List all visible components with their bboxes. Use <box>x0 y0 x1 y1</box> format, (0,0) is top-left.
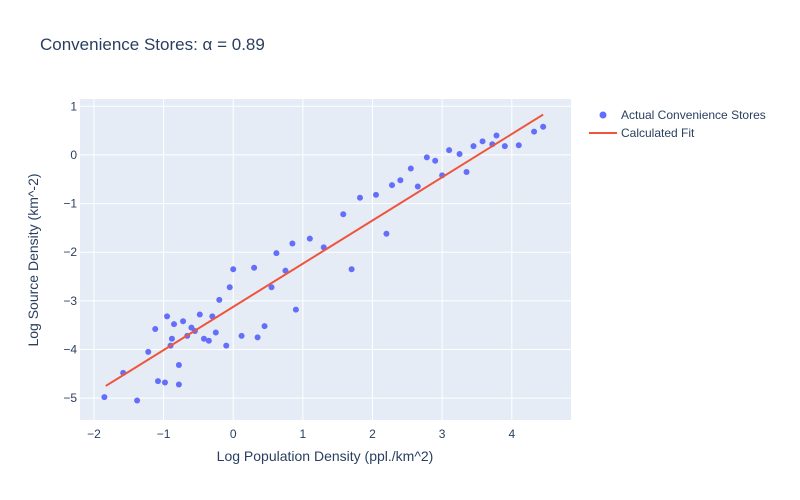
scatter-point <box>389 182 396 189</box>
scatter-point <box>356 194 363 201</box>
x-tick-label: 3 <box>439 427 446 441</box>
y-tick-label: 0 <box>70 148 77 162</box>
scatter-point <box>340 211 347 218</box>
scatter-point <box>238 332 245 339</box>
scatter-point <box>251 264 258 271</box>
scatter-point <box>397 177 404 184</box>
scatter-point <box>226 284 233 291</box>
scatter-point <box>196 311 203 318</box>
scatter-point <box>155 378 162 385</box>
scatter-point <box>463 168 470 175</box>
y-tick-label: 1 <box>70 99 77 113</box>
scatter-point <box>145 348 152 355</box>
scatter-point <box>407 165 414 172</box>
scatter-point <box>175 362 182 369</box>
scatter-point <box>540 123 547 130</box>
scatter-point <box>261 323 268 330</box>
scatter-point <box>306 235 313 242</box>
scatter-point <box>493 132 500 139</box>
scatter-point <box>161 379 168 386</box>
legend-item-actual[interactable]: Actual Convenience Stores <box>599 108 766 122</box>
y-tick-label: −3 <box>63 294 77 308</box>
scatter-point <box>470 143 477 150</box>
scatter-point <box>101 394 108 401</box>
scatter-point <box>456 150 463 157</box>
scatter-point <box>152 326 159 333</box>
scatter-point <box>414 183 421 190</box>
scatter-point <box>432 157 439 164</box>
y-axis-title: Log Source Density (km^-2) <box>25 173 41 346</box>
scatter-point <box>479 138 486 145</box>
scatter-point <box>501 143 508 150</box>
scatter-point <box>254 334 261 341</box>
y-tick-label: −2 <box>63 245 77 259</box>
scatter-point <box>372 191 379 198</box>
scatter-point <box>180 318 187 325</box>
y-tick-label: −4 <box>63 342 77 356</box>
legend[interactable]: Actual Convenience Stores Calculated Fit <box>589 108 766 140</box>
scatter-point <box>531 128 538 135</box>
x-axis-title: Log Population Density (ppl./km^2) <box>217 448 434 464</box>
scatter-point <box>200 335 207 342</box>
tick-labels: −2 −1 0 1 2 3 4 −5 −4 −3 −2 −1 0 1 <box>63 99 515 441</box>
x-tick-label: 1 <box>300 427 307 441</box>
scatter-point <box>168 335 175 342</box>
scatter-point <box>175 381 182 388</box>
x-tick-label: 2 <box>369 427 376 441</box>
scatter-point <box>446 147 453 154</box>
scatter-point <box>223 342 230 349</box>
x-tick-label: 0 <box>230 427 237 441</box>
legend-item-fit[interactable]: Calculated Fit <box>589 126 695 140</box>
scatter-point <box>273 250 280 257</box>
scatter-point <box>164 313 171 320</box>
scatter-point <box>348 266 355 273</box>
scatter-point <box>212 329 219 336</box>
scatter-point <box>423 154 430 161</box>
fit-line <box>105 113 544 387</box>
chart-title: Convenience Stores: α = 0.89 <box>40 35 265 54</box>
x-tick-label: −1 <box>157 427 171 441</box>
legend-label-actual: Actual Convenience Stores <box>621 108 766 122</box>
scatter-point <box>268 284 275 291</box>
scatter-point <box>134 397 141 404</box>
scatter-point <box>292 306 299 313</box>
x-tick-label: 4 <box>508 427 515 441</box>
plot-area <box>80 99 571 420</box>
gridlines <box>80 99 571 420</box>
scatter-point <box>205 337 212 344</box>
scatter-point <box>282 267 289 274</box>
legend-label-fit: Calculated Fit <box>621 126 695 140</box>
legend-marker-scatter <box>599 111 607 119</box>
scatter-point <box>171 321 178 328</box>
x-tick-label: −2 <box>87 427 101 441</box>
y-tick-label: −1 <box>63 197 77 211</box>
scatter-point <box>383 230 390 237</box>
scatter-point <box>289 240 296 247</box>
y-tick-label: −5 <box>63 391 77 405</box>
fit-line-group <box>105 113 544 387</box>
scatter-point <box>515 142 522 149</box>
scatter-point <box>230 266 237 273</box>
scatter-point <box>216 296 223 303</box>
